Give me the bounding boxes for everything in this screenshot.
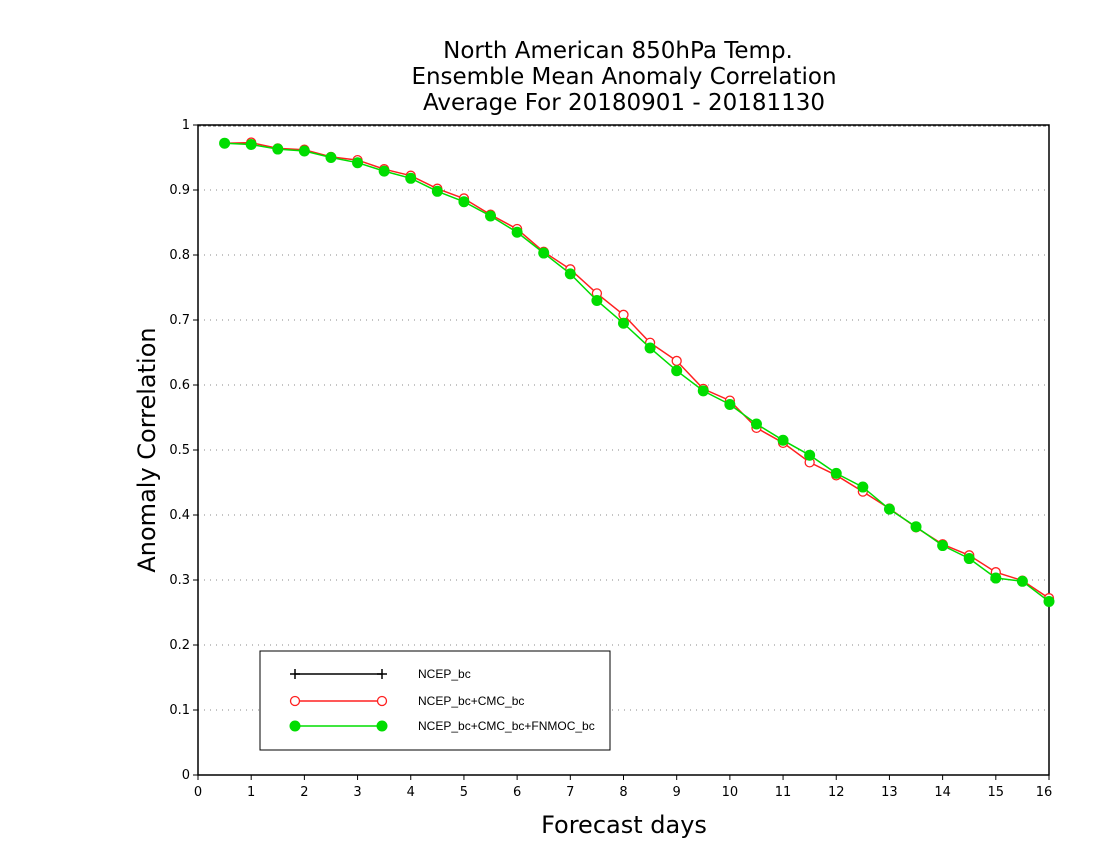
- legend-marker-end-1: [376, 695, 388, 707]
- y-tick-label-9: 0.9: [169, 183, 190, 198]
- y-axis: 0 0.1 0.2 0.3 0.4 0.5 0.6 0.7 0.8 0.9 1: [169, 118, 198, 783]
- series-2-point-9: [458, 196, 470, 208]
- series-2-point-13: [564, 268, 576, 280]
- series-2-point-15: [618, 317, 629, 329]
- chart-title: North American 850hPa Temp. Ensemble Mea…: [411, 38, 836, 116]
- x-tick-label-15: 15: [988, 785, 1005, 800]
- legend-entry-0: NCEP_bc: [290, 667, 471, 681]
- series-2-point-10: [485, 210, 497, 222]
- series-2-point-29: [990, 572, 1002, 584]
- series-2-point-2: [272, 143, 284, 155]
- series-2-point-31: [1043, 595, 1055, 607]
- x-tick-label-7: 7: [566, 785, 574, 800]
- legend-marker-start-0: [290, 669, 300, 679]
- x-axis: 0 1 2 3 4 5 6 7 8 9 10 11 12 13 14 15 16: [194, 775, 1052, 800]
- series-line-1: [224, 141, 1050, 599]
- legend-marker-start-1: [289, 695, 301, 707]
- series-2-point-3: [298, 145, 310, 157]
- y-tick-label-3: 0.3: [169, 573, 190, 588]
- x-tick-label-5: 5: [460, 785, 468, 800]
- legend: NCEP_bc NCEP_bc+CMC_bc NCEP_bc+CMC_bc+FNMO…: [259, 650, 611, 751]
- x-tick-label-0: 0: [194, 785, 202, 800]
- title-line-3: Average For 20180901 - 20181130: [423, 90, 825, 116]
- x-tick-label-12: 12: [828, 785, 845, 800]
- series-2-point-25: [883, 503, 895, 515]
- series-2-point-18: [697, 385, 709, 397]
- y-tick-label-10: 1: [182, 118, 190, 133]
- legend-label-0: NCEP_bc: [418, 667, 471, 681]
- series-2-point-17: [671, 365, 683, 377]
- x-tick-label-3: 3: [353, 785, 361, 800]
- series-2-point-22: [804, 449, 816, 461]
- y-tick-label-4: 0.4: [169, 508, 190, 523]
- series-2-point-30: [1016, 575, 1028, 587]
- x-tick-label-9: 9: [673, 785, 681, 800]
- y-tick-label-8: 0.8: [169, 248, 190, 263]
- series-2-point-16: [644, 342, 656, 354]
- legend-marker-start-2: [289, 720, 301, 732]
- x-axis-label: Forecast days: [541, 811, 707, 839]
- series-2-point-24: [857, 481, 869, 493]
- series-line-2: [224, 142, 1050, 603]
- x-tick-label-13: 13: [881, 785, 898, 800]
- x-tick-label-11: 11: [775, 785, 792, 800]
- x-tick-label-16: 16: [1036, 785, 1053, 800]
- y-tick-label-7: 0.7: [169, 313, 190, 328]
- series-1-point-17: [671, 355, 682, 367]
- legend-marker-end-2: [376, 720, 388, 732]
- x-tick-label-10: 10: [722, 785, 739, 800]
- series-2-point-4: [325, 152, 337, 163]
- series-2-point-0: [219, 137, 231, 149]
- series-2-point-20: [750, 418, 762, 430]
- series-2: [219, 137, 1055, 607]
- series-2-point-26: [910, 521, 922, 533]
- series-2-point-21: [777, 434, 789, 446]
- x-tick-label-14: 14: [934, 785, 951, 800]
- legend-marker-end-0: [377, 669, 387, 679]
- y-tick-label-2: 0.2: [169, 638, 190, 653]
- y-tick-label-0: 0: [182, 768, 190, 783]
- series-2-point-1: [245, 139, 257, 150]
- y-tick-label-1: 0.1: [169, 703, 190, 718]
- title-line-1: North American 850hPa Temp.: [443, 38, 793, 64]
- y-tick-label-5: 0.5: [169, 443, 190, 458]
- series-2-point-27: [937, 540, 949, 552]
- legend-entry-1: NCEP_bc+CMC_bc: [289, 694, 524, 708]
- grid: [198, 125, 1049, 711]
- x-tick-label-8: 8: [619, 785, 627, 800]
- series-2-point-6: [378, 165, 390, 177]
- series-2-point-7: [405, 172, 417, 184]
- series-2-point-19: [724, 399, 736, 410]
- x-tick-label-6: 6: [513, 785, 521, 800]
- x-tick-label-2: 2: [300, 785, 308, 800]
- y-axis-label: Anomaly Correlation: [133, 327, 161, 572]
- series-1: [219, 137, 1055, 604]
- y-tick-label-6: 0.6: [169, 378, 190, 393]
- legend-label-2: NCEP_bc+CMC_bc+FNMOC_bc: [418, 719, 595, 733]
- x-tick-label-4: 4: [407, 785, 415, 800]
- series-layer: [219, 137, 1055, 607]
- series-2-point-11: [511, 226, 523, 238]
- series-2-point-23: [830, 467, 842, 479]
- legend-entry-2: NCEP_bc+CMC_bc+FNMOC_bc: [289, 719, 595, 733]
- series-2-point-12: [538, 247, 550, 259]
- series-2-point-8: [431, 185, 443, 197]
- title-line-2: Ensemble Mean Anomaly Correlation: [411, 64, 836, 90]
- series-2-point-28: [963, 553, 975, 565]
- legend-entries: NCEP_bc NCEP_bc+CMC_bc NCEP_bc+CMC_bc+FNMO…: [289, 667, 595, 733]
- legend-label-1: NCEP_bc+CMC_bc: [418, 694, 524, 708]
- x-tick-label-1: 1: [247, 785, 255, 800]
- series-2-point-14: [591, 295, 603, 306]
- series-2-point-5: [352, 157, 364, 169]
